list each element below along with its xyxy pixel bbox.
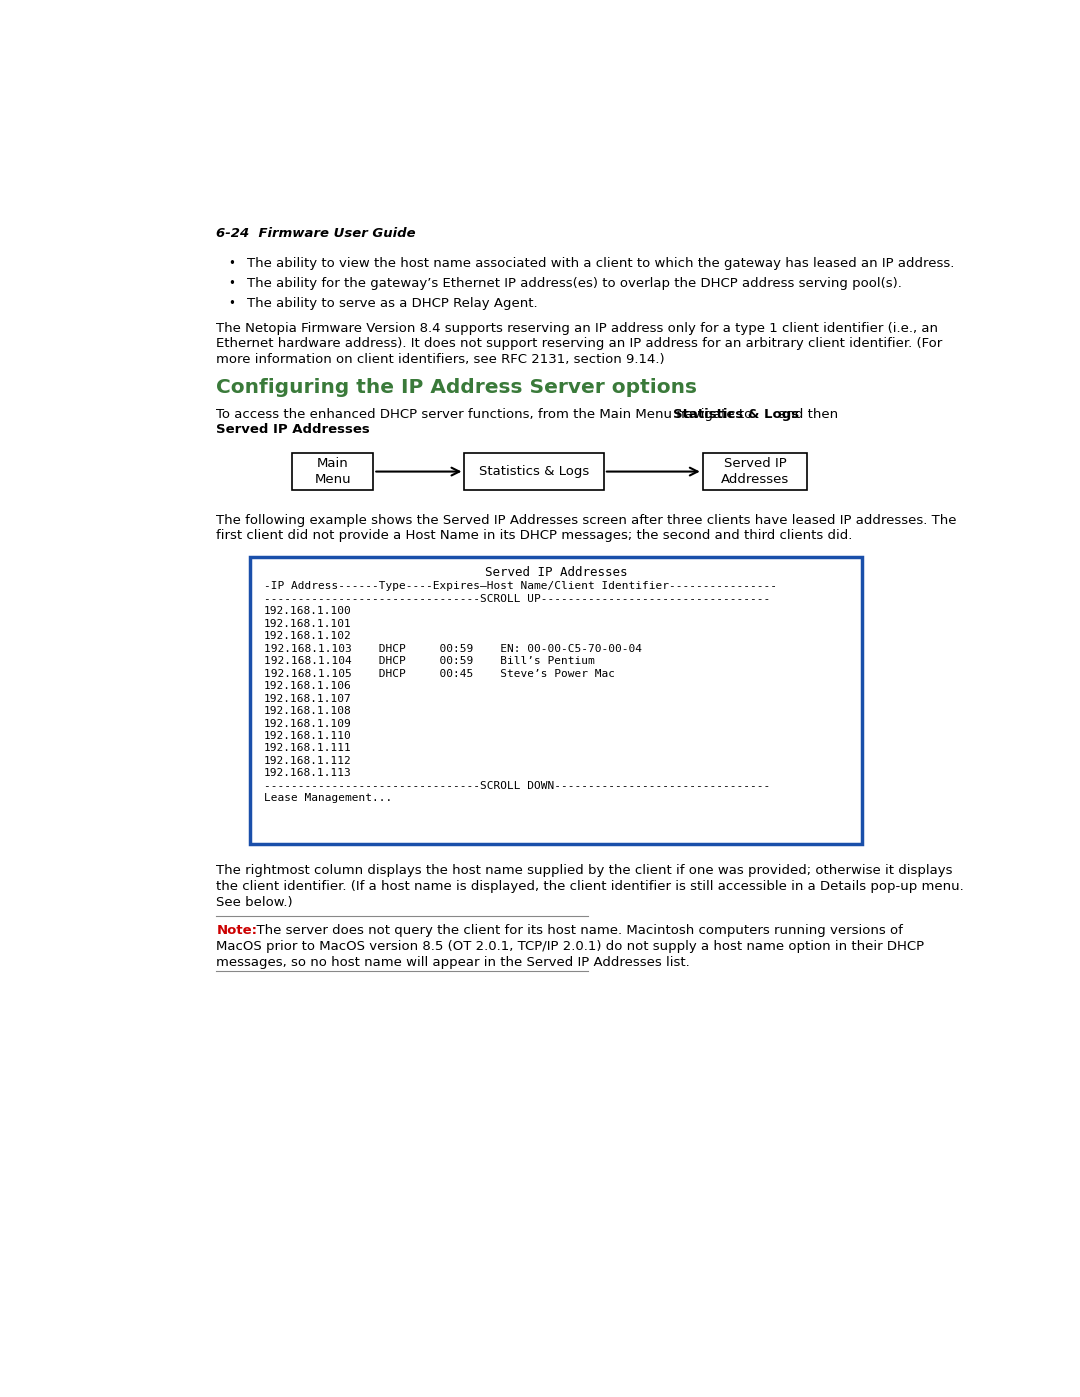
Text: --------------------------------SCROLL UP----------------------------------: --------------------------------SCROLL U…: [264, 594, 770, 604]
Text: 192.168.1.111: 192.168.1.111: [264, 743, 351, 753]
Text: .: .: [329, 423, 334, 436]
Text: 192.168.1.101: 192.168.1.101: [264, 619, 351, 629]
Text: Note:: Note:: [216, 925, 257, 937]
Text: 192.168.1.102: 192.168.1.102: [264, 631, 351, 641]
Text: 192.168.1.108: 192.168.1.108: [264, 705, 351, 717]
Text: 192.168.1.113: 192.168.1.113: [264, 768, 351, 778]
Text: The ability to view the host name associated with a client to which the gateway : The ability to view the host name associ…: [247, 257, 955, 270]
Text: 192.168.1.100: 192.168.1.100: [264, 606, 351, 616]
Text: •: •: [228, 277, 234, 291]
Text: Configuring the IP Address Server options: Configuring the IP Address Server option…: [216, 379, 698, 397]
Text: 192.168.1.112: 192.168.1.112: [264, 756, 351, 766]
Text: --------------------------------SCROLL DOWN--------------------------------: --------------------------------SCROLL D…: [264, 781, 770, 791]
Text: 192.168.1.104    DHCP     00:59    Bill’s Pentium: 192.168.1.104 DHCP 00:59 Bill’s Pentium: [264, 657, 594, 666]
Text: first client did not provide a Host Name in its DHCP messages; the second and th: first client did not provide a Host Name…: [216, 529, 853, 542]
Text: Served IP Addresses: Served IP Addresses: [485, 566, 627, 578]
Text: Statistics & Logs: Statistics & Logs: [480, 465, 590, 478]
Text: The Netopia Firmware Version 8.4 supports reserving an IP address only for a typ: The Netopia Firmware Version 8.4 support…: [216, 321, 939, 335]
Text: messages, so no host name will appear in the Served IP Addresses list.: messages, so no host name will appear in…: [216, 956, 690, 970]
Text: 192.168.1.110: 192.168.1.110: [264, 731, 351, 740]
Text: 192.168.1.106: 192.168.1.106: [264, 682, 351, 692]
Text: Served IP Addresses: Served IP Addresses: [216, 423, 370, 436]
Text: Main
Menu: Main Menu: [314, 457, 351, 486]
Text: 192.168.1.107: 192.168.1.107: [264, 693, 351, 704]
Text: 192.168.1.105    DHCP     00:45    Steve’s Power Mac: 192.168.1.105 DHCP 00:45 Steve’s Power M…: [264, 669, 615, 679]
FancyBboxPatch shape: [292, 453, 374, 490]
Text: and then: and then: [774, 408, 838, 420]
FancyBboxPatch shape: [703, 453, 808, 490]
Text: To access the enhanced DHCP server functions, from the Main Menu navigate to: To access the enhanced DHCP server funct…: [216, 408, 757, 420]
Text: Ethernet hardware address). It does not support reserving an IP address for an a: Ethernet hardware address). It does not …: [216, 338, 943, 351]
Text: Lease Management...: Lease Management...: [264, 793, 392, 803]
Text: 6-24  Firmware User Guide: 6-24 Firmware User Guide: [216, 226, 416, 240]
Text: 192.168.1.109: 192.168.1.109: [264, 718, 351, 728]
Text: The following example shows the Served IP Addresses screen after three clients h: The following example shows the Served I…: [216, 514, 957, 527]
Text: MacOS prior to MacOS version 8.5 (OT 2.0.1, TCP/IP 2.0.1) do not supply a host n: MacOS prior to MacOS version 8.5 (OT 2.0…: [216, 940, 924, 953]
Text: The rightmost column displays the host name supplied by the client if one was pr: The rightmost column displays the host n…: [216, 863, 953, 877]
Text: •: •: [228, 298, 234, 310]
FancyBboxPatch shape: [249, 556, 862, 844]
Text: The ability for the gateway’s Ethernet IP address(es) to overlap the DHCP addres: The ability for the gateway’s Ethernet I…: [247, 277, 902, 291]
Text: more information on client identifiers, see RFC 2131, section 9.14.): more information on client identifiers, …: [216, 353, 665, 366]
Text: •: •: [228, 257, 234, 270]
Text: The server does not query the client for its host name. Macintosh computers runn: The server does not query the client for…: [247, 925, 903, 937]
Text: See below.): See below.): [216, 895, 293, 908]
Text: Served IP
Addresses: Served IP Addresses: [720, 457, 789, 486]
FancyBboxPatch shape: [464, 453, 604, 490]
Text: The ability to serve as a DHCP Relay Agent.: The ability to serve as a DHCP Relay Age…: [247, 298, 538, 310]
Text: 192.168.1.103    DHCP     00:59    EN: 00-00-C5-70-00-04: 192.168.1.103 DHCP 00:59 EN: 00-00-C5-70…: [264, 644, 642, 654]
Text: -IP Address------Type----Expires—Host Name/Client Identifier----------------: -IP Address------Type----Expires—Host Na…: [264, 581, 777, 591]
Text: the client identifier. (If a host name is displayed, the client identifier is st: the client identifier. (If a host name i…: [216, 880, 964, 893]
Text: Statistics & Logs: Statistics & Logs: [673, 408, 799, 420]
